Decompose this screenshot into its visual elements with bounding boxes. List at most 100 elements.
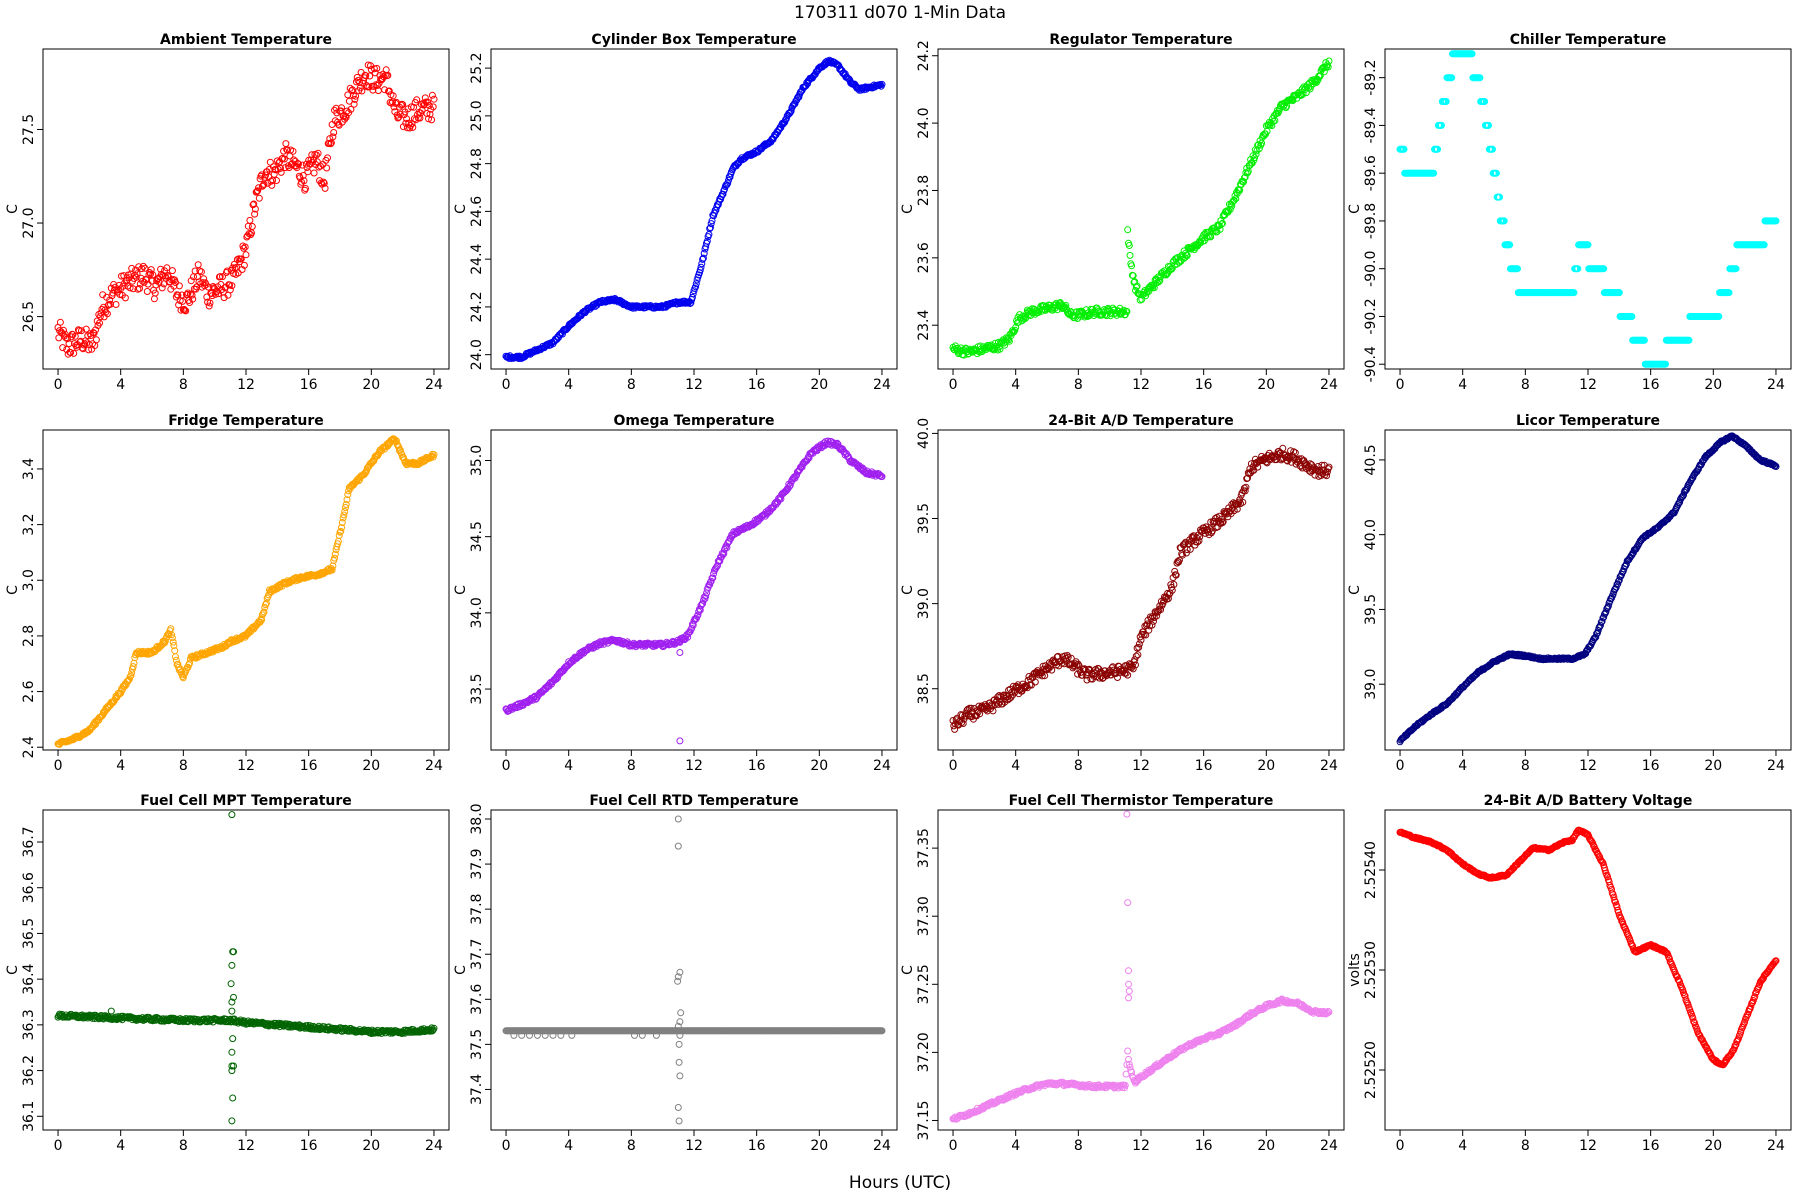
data-point [1244, 469, 1252, 477]
data-point [1570, 289, 1578, 297]
data-point [381, 86, 389, 94]
data-point [158, 284, 166, 292]
data-point [205, 302, 213, 310]
x-tick-label: 0 [1396, 758, 1405, 774]
data-point [1164, 589, 1172, 597]
data-point [1725, 289, 1733, 297]
data-point [384, 71, 392, 79]
data-point [1602, 608, 1610, 616]
data-point [1219, 219, 1226, 227]
data-point [841, 70, 849, 78]
data-point [1619, 568, 1626, 576]
data-point [1226, 205, 1234, 213]
data-point [173, 291, 181, 299]
series-points [502, 815, 886, 1125]
y-tick-label: 25.0 [469, 100, 485, 131]
x-tick-label: 16 [300, 1138, 318, 1154]
data-point [75, 327, 83, 335]
data-point [149, 271, 157, 279]
data-point [219, 273, 226, 281]
outlier-point [229, 1035, 237, 1043]
data-point [782, 115, 790, 123]
data-point [786, 481, 794, 489]
y-tick-label: 24.0 [916, 108, 932, 139]
data-point [396, 446, 404, 454]
data-point [780, 119, 788, 127]
data-point [240, 261, 248, 269]
data-point [1027, 312, 1035, 319]
y-tick-label: 35.0 [469, 445, 485, 476]
y-tick-label: 40.5 [1363, 444, 1379, 475]
data-point [698, 600, 706, 608]
x-tick-label: 8 [1074, 377, 1083, 393]
data-point [611, 636, 619, 644]
data-point [702, 592, 710, 600]
data-point [341, 508, 349, 515]
data-point [1134, 651, 1142, 659]
data-point [428, 91, 436, 99]
outlier-point [228, 811, 236, 819]
data-point [786, 482, 793, 490]
plot-frame [42, 48, 450, 370]
data-point [92, 336, 100, 344]
data-point [388, 99, 396, 107]
series-points [54, 811, 438, 1125]
plot-frame [490, 429, 898, 751]
x-tick-label: 0 [54, 377, 63, 393]
data-point [1233, 505, 1241, 513]
outlier-point [228, 961, 236, 969]
y-tick-label: 36.7 [21, 826, 37, 857]
data-point [197, 268, 205, 276]
data-point [1318, 461, 1326, 469]
data-point [876, 471, 884, 479]
y-tick-label: 23.6 [916, 242, 932, 273]
data-point [826, 57, 834, 65]
x-tick-label: 4 [564, 377, 573, 393]
data-point [990, 696, 998, 704]
y-tick-label: 38.5 [916, 673, 932, 704]
y-tick-label: 2.4 [21, 736, 37, 758]
y-tick-label: 37.4 [469, 1074, 485, 1105]
data-point [179, 674, 187, 682]
data-point [1012, 323, 1020, 331]
data-point [150, 295, 158, 303]
data-point [1662, 360, 1669, 368]
data-point [268, 181, 276, 189]
data-point [1150, 284, 1158, 292]
data-point [410, 103, 418, 111]
outlier-point [228, 1117, 236, 1125]
data-point [344, 491, 352, 499]
data-point [1240, 174, 1248, 182]
data-point [234, 269, 242, 277]
panel-title: Fridge Temperature [168, 413, 323, 429]
data-point [1615, 289, 1623, 297]
y-tick-label: 36.1 [21, 1101, 37, 1132]
data-point [427, 105, 435, 113]
data-point [392, 437, 400, 445]
data-point [216, 273, 224, 281]
y-tick-label: 23.4 [916, 310, 932, 341]
y-axis-label: C [453, 204, 469, 214]
data-point [1600, 265, 1608, 273]
figure-title: 170311 d070 1-Min Data [794, 3, 1006, 23]
data-point [273, 177, 280, 184]
data-point [692, 283, 700, 291]
data-point [283, 146, 291, 153]
data-point [1316, 72, 1324, 80]
data-point [1496, 193, 1503, 201]
data-point [719, 190, 727, 198]
x-tick-label: 24 [1320, 758, 1338, 774]
data-point [700, 593, 708, 601]
x-tick-label: 16 [748, 758, 766, 774]
data-point [337, 527, 345, 535]
data-point [1155, 278, 1163, 286]
data-point [172, 656, 180, 664]
data-point [1153, 612, 1161, 620]
data-point [1125, 242, 1133, 249]
data-point [302, 185, 309, 192]
data-point [772, 500, 780, 508]
plot-frame [1384, 48, 1792, 370]
y-axis-label: C [1347, 585, 1363, 595]
